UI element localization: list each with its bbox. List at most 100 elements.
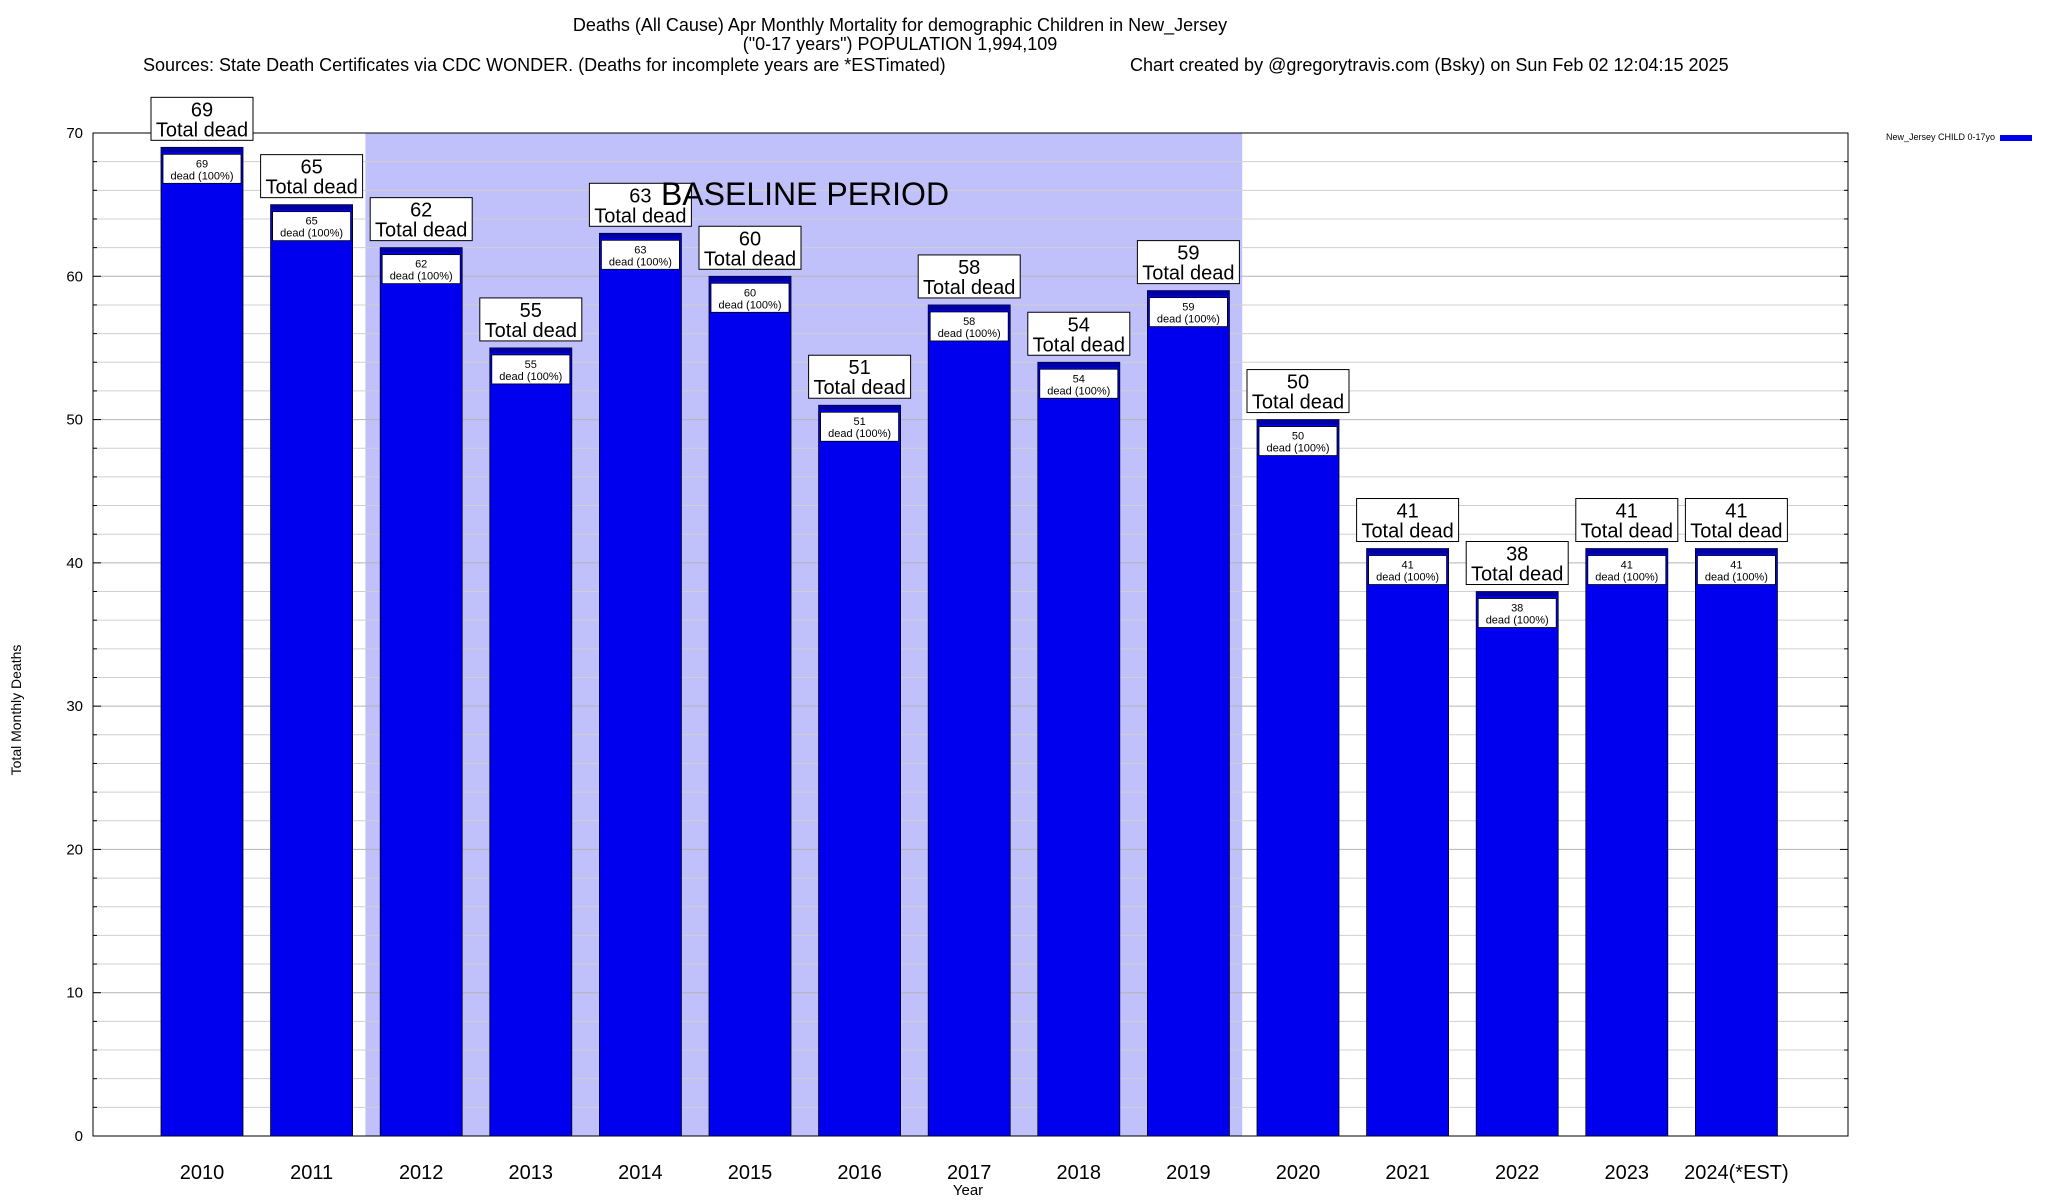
- segment-value-label: 69: [196, 158, 208, 170]
- x-tick-label: 2013: [509, 1162, 554, 1184]
- x-tick-label: 2015: [728, 1162, 773, 1184]
- segment-percent-label: dead (100%): [609, 256, 672, 268]
- segment-percent-label: dead (100%): [1705, 572, 1768, 584]
- segment-percent-label: dead (100%): [171, 170, 234, 182]
- total-value-label: 50: [1287, 372, 1309, 394]
- legend-entry-label: New_Jersey CHILD 0-17yo: [1886, 132, 1995, 142]
- total-dead-label: Total dead: [1142, 263, 1234, 285]
- total-label-box: [1356, 498, 1460, 543]
- segment-value-label: 41: [1401, 560, 1413, 572]
- y-tick-label: 20: [66, 841, 83, 858]
- legend: New_Jersey CHILD 0-17yo: [1886, 132, 2032, 142]
- bar-top-cap: [1147, 290, 1230, 296]
- total-dead-label: Total dead: [1690, 521, 1782, 543]
- total-dead-label: Total dead: [923, 277, 1015, 299]
- bar: [927, 304, 1011, 1137]
- bar: [599, 232, 682, 1137]
- bar: [708, 275, 792, 1137]
- segment-label-box: [1149, 297, 1228, 328]
- bar: [1256, 419, 1340, 1137]
- bar: [489, 347, 573, 1137]
- segment-label-box: [1368, 555, 1447, 585]
- x-tick-label: 2022: [1495, 1162, 1540, 1184]
- total-dead-label: Total dead: [156, 119, 248, 141]
- total-label-box: [588, 182, 692, 227]
- x-tick-label: 2024(*EST): [1684, 1162, 1789, 1184]
- total-label-box: [1136, 240, 1240, 285]
- bar: [160, 146, 244, 1137]
- total-value-label: 41: [1396, 501, 1418, 523]
- segment-label-box: [1587, 555, 1667, 585]
- total-value-label: 60: [739, 228, 761, 250]
- total-label-box: [150, 96, 254, 141]
- segment-percent-label: dead (100%): [1267, 443, 1330, 455]
- bar-top-cap: [709, 276, 791, 282]
- bar-top-cap: [1366, 548, 1449, 554]
- legend-swatch: [2000, 135, 2032, 141]
- y-tick-label: 70: [66, 125, 83, 142]
- bar: [1695, 548, 1778, 1137]
- segment-percent-label: dead (100%): [280, 228, 343, 240]
- segment-percent-label: dead (100%): [828, 428, 891, 440]
- total-dead-label: Total dead: [1252, 392, 1344, 414]
- total-dead-label: Total dead: [485, 320, 577, 342]
- chart-title: Deaths (All Cause) Apr Monthly Mortality…: [573, 15, 1227, 36]
- segment-label-box: [601, 239, 680, 270]
- y-axis-label: Total Monthly Deaths: [8, 645, 24, 776]
- total-label-box: [917, 254, 1021, 299]
- total-label-box: [698, 225, 802, 270]
- total-dead-label: Total dead: [1033, 334, 1125, 356]
- total-label-box: [479, 297, 583, 342]
- bar-top-cap: [818, 405, 901, 411]
- bar: [1147, 290, 1230, 1137]
- chart-credit: Chart created by @gregorytravis.com (Bsk…: [1130, 55, 1729, 75]
- x-tick-label: 2023: [1605, 1162, 1650, 1184]
- bar: [818, 404, 901, 1137]
- bar: [270, 204, 354, 1137]
- total-value-label: 62: [410, 200, 432, 222]
- segment-value-label: 60: [744, 287, 756, 299]
- total-label-box: [260, 154, 364, 199]
- total-value-label: 65: [300, 157, 322, 179]
- segment-label-box: [820, 411, 899, 442]
- y-tick-label: 30: [66, 698, 83, 715]
- y-tick-label: 50: [66, 412, 83, 429]
- y-tick-label: 60: [66, 268, 83, 285]
- segment-label-box: [491, 354, 571, 385]
- segment-value-label: 51: [853, 416, 865, 428]
- segment-value-label: 50: [1292, 431, 1304, 443]
- segment-value-label: 58: [963, 316, 975, 328]
- total-dead-label: Total dead: [704, 248, 796, 270]
- bar-top-cap: [489, 347, 572, 353]
- chart-subtitle: ("0-17 years") POPULATION 1,994,109: [743, 34, 1058, 54]
- segment-label-box: [710, 282, 790, 313]
- baseline-period-label: BASELINE PERIOD: [661, 176, 949, 212]
- bar: [379, 247, 463, 1137]
- segment-value-label: 65: [305, 216, 317, 228]
- bar-top-cap: [1037, 362, 1120, 368]
- bar-top-cap: [599, 233, 682, 239]
- x-tick-label: 2010: [180, 1162, 225, 1184]
- x-tick-label: 2018: [1057, 1162, 1102, 1184]
- segment-value-label: 54: [1073, 373, 1085, 385]
- sources-note: Sources: State Death Certificates via CD…: [143, 55, 946, 75]
- bar: [1585, 548, 1669, 1137]
- y-tick-label: 0: [75, 1128, 83, 1145]
- total-dead-label: Total dead: [375, 220, 467, 242]
